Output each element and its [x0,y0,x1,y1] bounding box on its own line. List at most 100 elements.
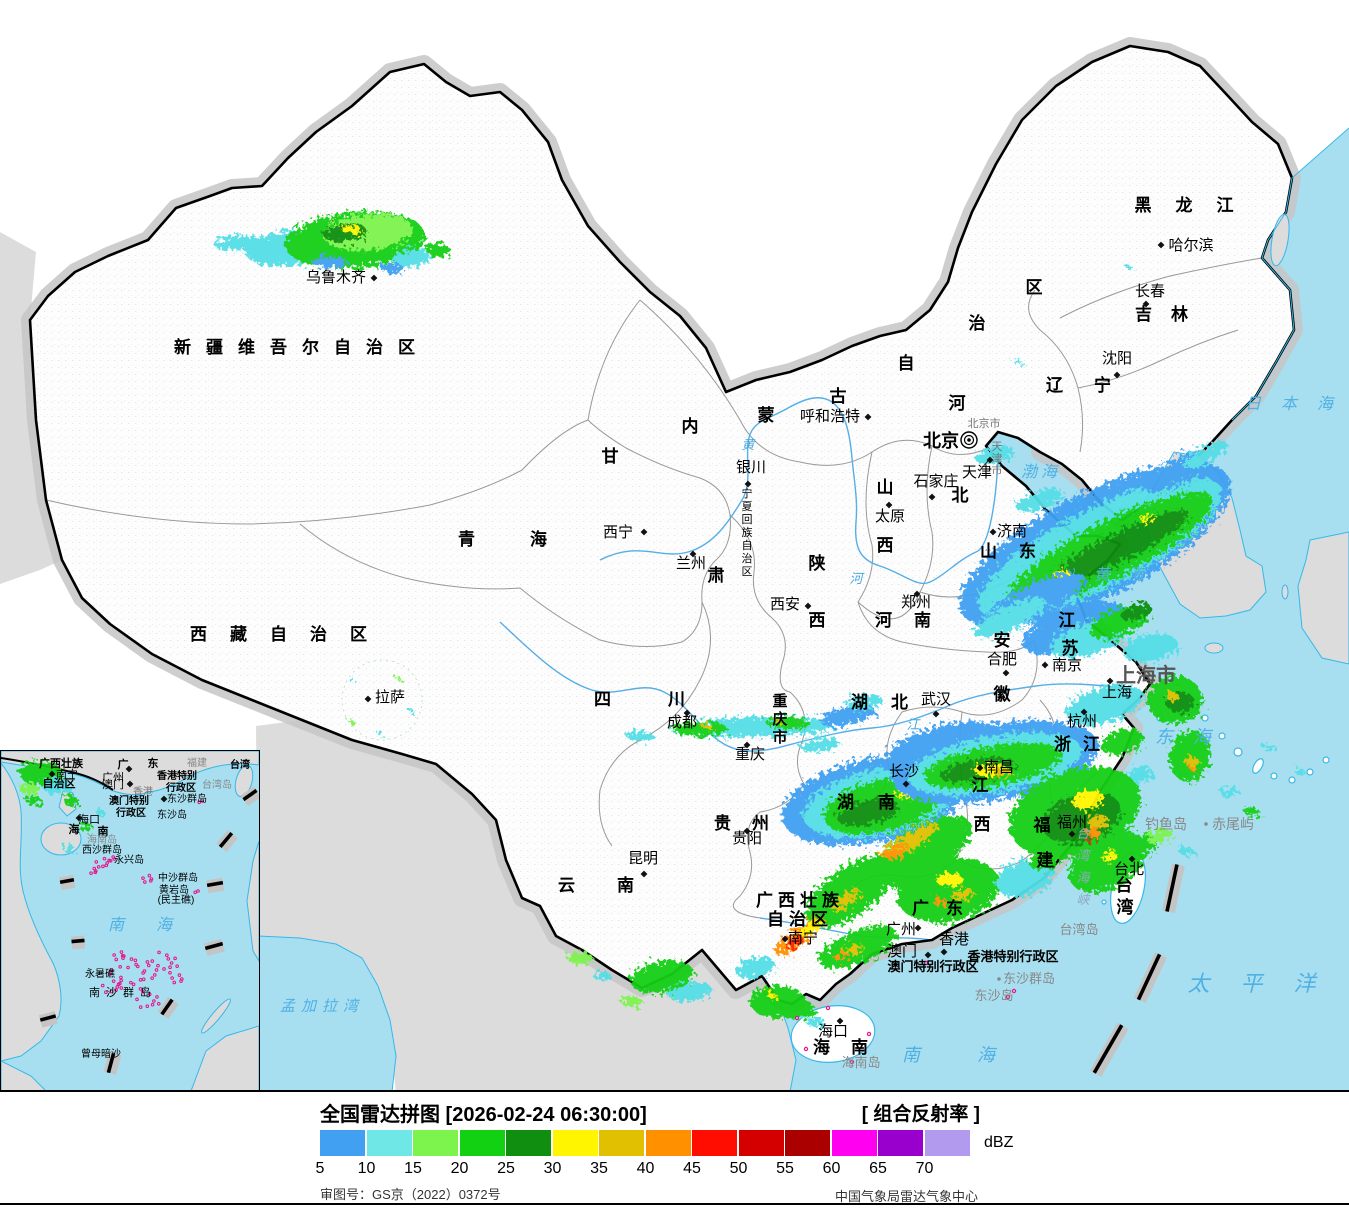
inset-label: 台湾岛 [202,778,232,791]
inset-island-mark [102,856,107,861]
inset-label: 香港特别 [157,769,197,782]
inset-island-mark [119,986,124,990]
inset-island-mark [138,978,143,982]
legend-swatch [831,1130,877,1156]
inset-island-mark [152,999,156,1003]
province-label: 广东 [912,898,980,918]
maritime-boundary-dashes [1089,863,1185,1077]
city-label: 哈尔滨 [1168,237,1213,254]
radar-echo [896,857,1000,923]
inset-island-mark [118,964,122,969]
city-label: 重庆 [735,746,765,763]
radar-echo [1185,756,1199,768]
inset-island-mark [92,866,97,871]
radar-echo [735,957,775,979]
minor-label: 海南岛 [841,1055,880,1070]
inset-island-mark [156,1001,161,1006]
dash-line [59,878,75,884]
province-label: 甘 [602,446,619,466]
island-ryukyu [1233,747,1243,757]
china-radar-map: 渤海黄海东海南海日本海太平洋孟加拉湾台湾海峡黄河江黑龙江吉林辽宁内蒙古自治区新疆… [0,37,1349,1092]
map-legend-divider [0,1090,1349,1092]
inset-island-mark [147,873,152,878]
radar-echo [1189,765,1197,771]
city-marker [640,528,648,536]
minor-label: 天津市 [992,441,1003,477]
city-marker [1113,371,1121,379]
inset-label: 自治区 [43,776,76,790]
inset-island-mark [148,879,153,883]
radar-echo [1263,745,1277,751]
radar-echo [993,767,1011,777]
city-marker [864,413,872,421]
province-label: 贵州 [714,813,790,833]
minor-label: 台湾岛 [1059,922,1098,937]
city-marker [804,602,812,610]
dash-line [204,941,224,951]
province-label: 徽 [993,684,1012,704]
inset-island-mark [129,957,134,961]
approval-number: 审图号：GS京（2022）0372号 [320,1187,501,1202]
city-marker [1157,241,1165,249]
legend-swatch [552,1130,598,1156]
legend-tick: 60 [822,1160,841,1177]
legend-tick: 20 [450,1160,469,1177]
sea-bay-of-bengal [257,935,397,1092]
radar-site-icon [963,434,975,446]
province-label: 西 [974,815,991,834]
province-label: 建 [1037,850,1054,870]
inset-label: 永暑礁 [85,967,115,980]
island-ryukyu [1218,732,1226,740]
city-label: 南昌 [984,759,1014,776]
radar-echo [26,796,42,806]
city-marker [924,951,932,959]
inset-island-mark [109,968,114,972]
province-label: 福 [1033,815,1051,835]
province-label: 蒙 [758,405,775,425]
radar-echo [1072,790,1104,810]
inset-lands [1,751,259,1091]
city-label: 海口 [818,1023,848,1040]
dash-line [39,1014,57,1022]
radar-echo [1016,487,1064,513]
river-label: 黄 [741,437,756,452]
island-mark [1005,994,1011,1000]
city-label: 武汉 [921,691,951,708]
radar-echo [1126,266,1134,270]
inset-label: 行政区 [115,806,146,819]
radar-echo [19,783,39,795]
map-title: 全国雷达拼图 [2026-02-24 06:30:00] [320,1104,647,1126]
city-label: 西宁 [603,524,633,541]
land-tsushima [1281,584,1289,600]
inset-island-mark [135,997,139,1002]
city-marker [743,741,751,749]
province-label: 西 [809,611,826,630]
legend-tick: 25 [497,1160,515,1177]
coast-primorye [1231,127,1349,421]
city-label: 兰州 [676,555,706,572]
inset-label: 海南岛 [87,833,117,846]
radar-echo [1028,846,1068,870]
legend-tick: 15 [404,1160,422,1177]
city-marker [743,827,751,835]
radar-echo [409,710,415,714]
island-mark [1011,988,1017,994]
inset-label: 东沙群岛 [167,792,207,805]
radar-echo [621,997,643,1007]
inset-label: 南沙群岛 [89,985,157,999]
radar-echo [932,898,948,906]
boundary-dash [103,1052,122,1075]
province-label: 湾 [1117,897,1134,917]
radar-echo [806,1017,826,1027]
colorbar-ticks: 5 10 15 20 25 30 35 40 45 50 55 60 65 70 [0,1160,1349,1180]
inset-island-mark [138,1005,143,1009]
inset-island-mark [119,978,123,983]
radar-echo [701,723,713,729]
province-label: 香港特别行政区 [966,949,1058,964]
inset-island-mark [145,1004,150,1008]
inset-borneo [190,1025,259,1091]
inset-island-mark [197,800,202,805]
inset-label: 西沙群岛 [82,843,122,856]
city-label: 沈阳 [1102,350,1132,367]
